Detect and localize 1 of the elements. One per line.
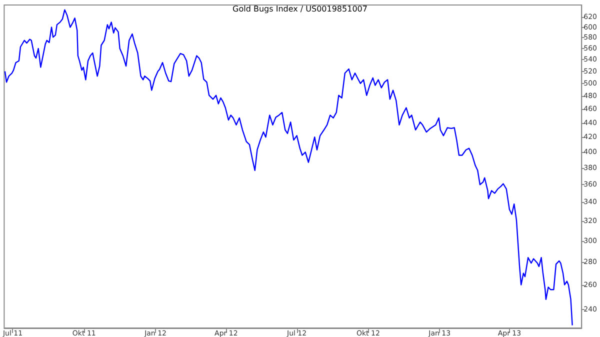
chart-title: Gold Bugs Index / US0019851007 [232, 4, 368, 14]
